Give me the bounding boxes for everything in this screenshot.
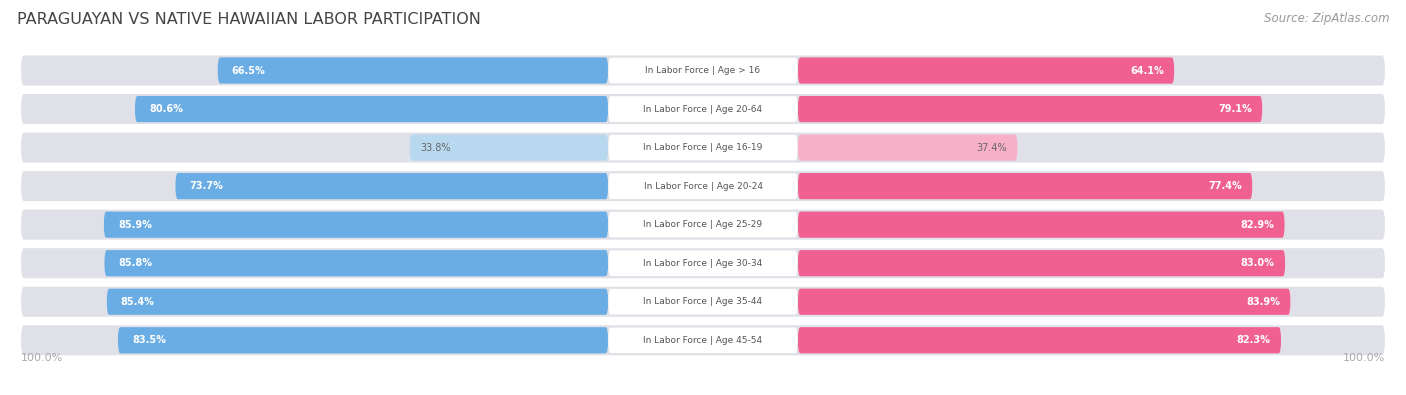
FancyBboxPatch shape (799, 327, 1281, 354)
FancyBboxPatch shape (135, 96, 609, 122)
Text: 80.6%: 80.6% (149, 104, 183, 114)
Text: In Labor Force | Age 20-24: In Labor Force | Age 20-24 (644, 182, 762, 191)
FancyBboxPatch shape (609, 327, 799, 354)
FancyBboxPatch shape (609, 289, 799, 315)
FancyBboxPatch shape (104, 212, 609, 238)
Text: In Labor Force | Age 30-34: In Labor Force | Age 30-34 (644, 259, 762, 268)
FancyBboxPatch shape (609, 212, 799, 238)
FancyBboxPatch shape (609, 57, 799, 84)
FancyBboxPatch shape (609, 173, 799, 199)
FancyBboxPatch shape (218, 57, 609, 84)
Text: 85.8%: 85.8% (118, 258, 152, 268)
FancyBboxPatch shape (799, 134, 1018, 161)
Text: 83.5%: 83.5% (132, 335, 166, 345)
FancyBboxPatch shape (21, 287, 1385, 317)
FancyBboxPatch shape (118, 327, 609, 354)
FancyBboxPatch shape (21, 171, 1385, 201)
Text: 79.1%: 79.1% (1218, 104, 1251, 114)
Text: 33.8%: 33.8% (420, 143, 451, 152)
Text: In Labor Force | Age 45-54: In Labor Force | Age 45-54 (644, 336, 762, 345)
Text: 82.9%: 82.9% (1240, 220, 1274, 229)
FancyBboxPatch shape (21, 210, 1385, 240)
FancyBboxPatch shape (104, 250, 609, 276)
FancyBboxPatch shape (609, 96, 799, 122)
Text: 85.4%: 85.4% (121, 297, 155, 307)
FancyBboxPatch shape (409, 134, 609, 161)
Text: 100.0%: 100.0% (1343, 354, 1385, 363)
Text: 64.1%: 64.1% (1130, 66, 1164, 75)
Text: In Labor Force | Age 35-44: In Labor Force | Age 35-44 (644, 297, 762, 306)
Text: PARAGUAYAN VS NATIVE HAWAIIAN LABOR PARTICIPATION: PARAGUAYAN VS NATIVE HAWAIIAN LABOR PART… (17, 12, 481, 27)
Text: In Labor Force | Age > 16: In Labor Force | Age > 16 (645, 66, 761, 75)
FancyBboxPatch shape (21, 325, 1385, 356)
FancyBboxPatch shape (107, 289, 609, 315)
FancyBboxPatch shape (799, 289, 1291, 315)
Text: 83.9%: 83.9% (1246, 297, 1279, 307)
Text: 77.4%: 77.4% (1208, 181, 1241, 191)
Text: 85.9%: 85.9% (118, 220, 152, 229)
FancyBboxPatch shape (21, 94, 1385, 124)
FancyBboxPatch shape (609, 250, 799, 276)
FancyBboxPatch shape (21, 133, 1385, 163)
FancyBboxPatch shape (799, 96, 1263, 122)
Text: In Labor Force | Age 25-29: In Labor Force | Age 25-29 (644, 220, 762, 229)
FancyBboxPatch shape (799, 212, 1285, 238)
FancyBboxPatch shape (176, 173, 607, 199)
Text: 100.0%: 100.0% (21, 354, 63, 363)
FancyBboxPatch shape (799, 250, 1285, 276)
FancyBboxPatch shape (799, 173, 1253, 199)
Text: In Labor Force | Age 20-64: In Labor Force | Age 20-64 (644, 105, 762, 113)
Text: 83.0%: 83.0% (1240, 258, 1275, 268)
Text: 37.4%: 37.4% (976, 143, 1007, 152)
FancyBboxPatch shape (21, 248, 1385, 278)
Text: Source: ZipAtlas.com: Source: ZipAtlas.com (1264, 12, 1389, 25)
Text: 82.3%: 82.3% (1237, 335, 1271, 345)
FancyBboxPatch shape (21, 55, 1385, 86)
FancyBboxPatch shape (609, 134, 799, 161)
Text: 66.5%: 66.5% (232, 66, 266, 75)
Text: In Labor Force | Age 16-19: In Labor Force | Age 16-19 (644, 143, 762, 152)
FancyBboxPatch shape (799, 57, 1174, 84)
Text: 73.7%: 73.7% (190, 181, 224, 191)
